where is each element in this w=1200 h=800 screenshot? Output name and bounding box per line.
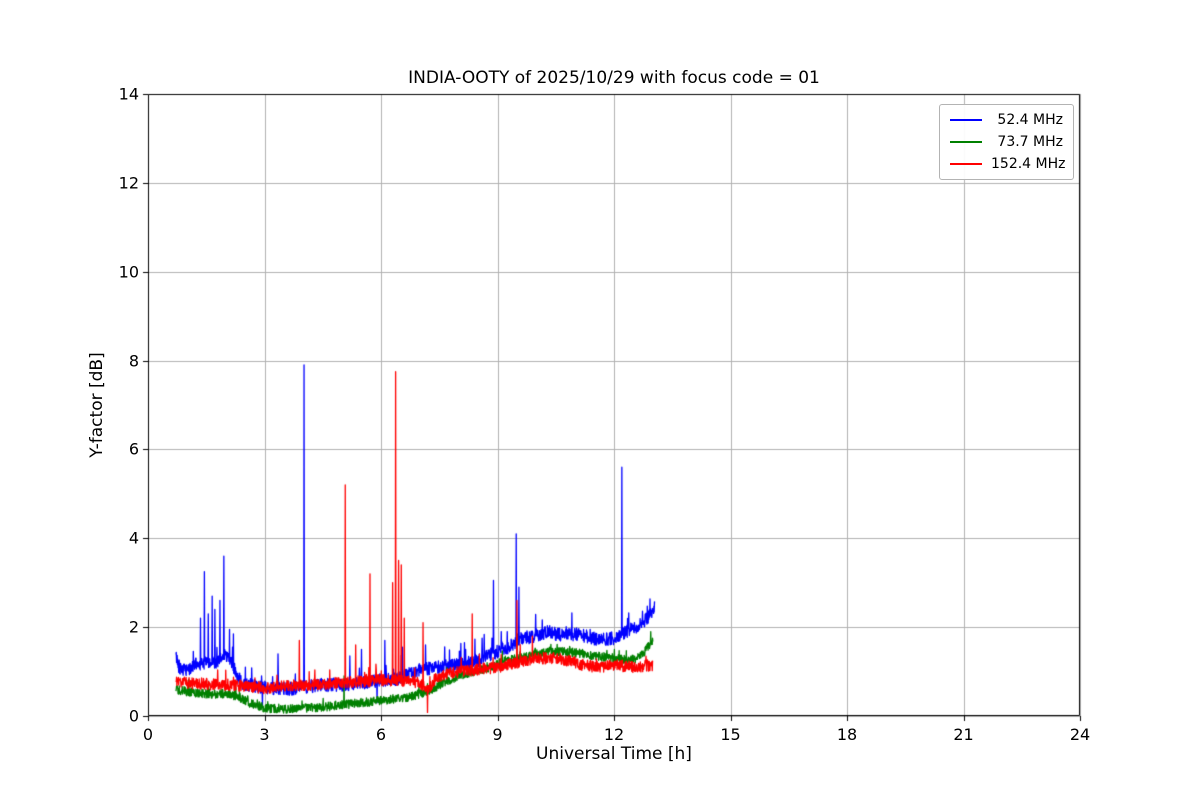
- y-tick-label-5: 10: [118, 262, 139, 282]
- y-tick-label-1: 2: [128, 617, 139, 637]
- chart-title: INDIA-OOTY of 2025/10/29 with focus code…: [408, 68, 820, 88]
- y-tick-label-2: 4: [128, 528, 139, 548]
- legend-line-sample-green: [950, 141, 982, 143]
- legend-entry-52-4-mhz: 52.4 MHz: [950, 112, 1063, 128]
- y-tick-label-6: 12: [118, 173, 139, 193]
- x-tick-label-8: 24: [1069, 725, 1091, 744]
- y-tick-label-4: 8: [128, 351, 139, 371]
- y-tick-label-0: 0: [128, 706, 139, 726]
- x-tick-label-3: 9: [492, 725, 503, 744]
- x-tick-label-0: 0: [142, 725, 154, 744]
- x-tick-label-7: 21: [953, 725, 974, 744]
- legend-label: 152.4 MHz: [991, 156, 1066, 172]
- legend-entry-73-7-mhz: 73.7 MHz: [950, 134, 1063, 150]
- legend-line-sample-red: [950, 163, 982, 165]
- y-tick-label-3: 6: [128, 439, 139, 459]
- x-axis-label: Universal Time [h]: [536, 744, 692, 764]
- x-tick-label-5: 15: [720, 725, 741, 744]
- x-tick-label-1: 3: [259, 725, 270, 744]
- legend: 52.4 MHz 73.7 MHz 152.4 MHz: [939, 104, 1074, 180]
- legend-label: 73.7 MHz: [997, 134, 1063, 150]
- y-axis-label: Y-factor [dB]: [87, 352, 107, 458]
- y-tick-label-7: 14: [118, 84, 139, 104]
- x-tick-label-4: 12: [603, 725, 625, 744]
- legend-entry-152-4-mhz: 152.4 MHz: [950, 156, 1066, 172]
- legend-label: 52.4 MHz: [997, 112, 1063, 128]
- x-tick-label-2: 6: [375, 725, 387, 744]
- x-tick-label-6: 18: [836, 725, 858, 744]
- legend-line-sample-blue: [950, 119, 982, 121]
